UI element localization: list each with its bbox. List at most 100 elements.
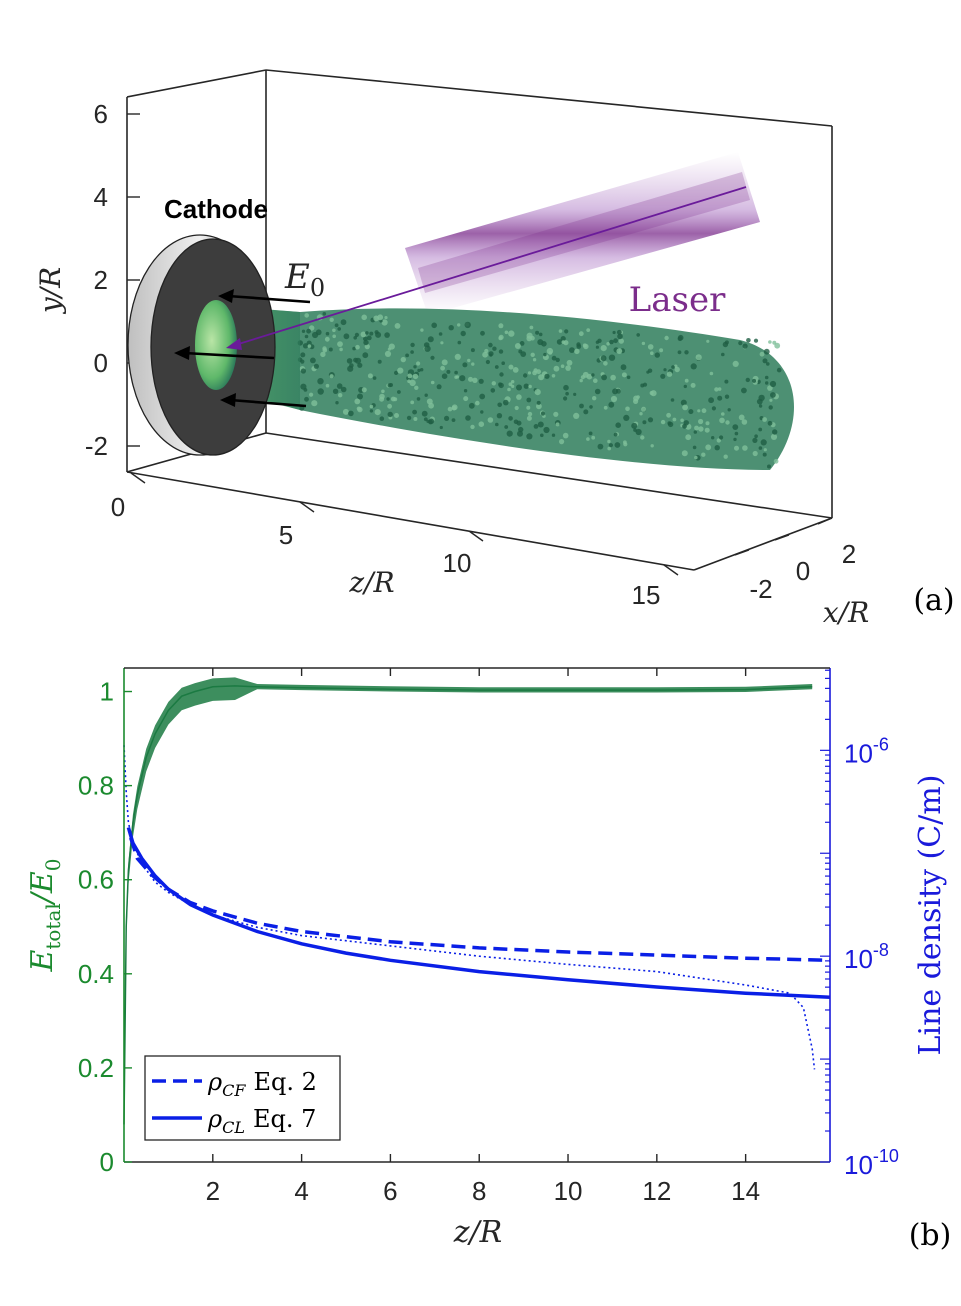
emission-spot — [195, 300, 237, 390]
beam-particle — [369, 409, 374, 413]
beam-particle — [499, 372, 504, 377]
z-tick-label: 0 — [111, 492, 125, 522]
beam-particle — [612, 330, 616, 335]
beam-particle — [353, 357, 358, 363]
beam-particle — [373, 315, 380, 322]
beam-particle — [498, 382, 503, 387]
beam-particle — [420, 328, 424, 332]
beam-particle — [565, 391, 569, 396]
beam-particle — [591, 373, 595, 377]
beam-particle — [488, 342, 493, 348]
beam-particle — [523, 383, 529, 389]
beam-particle — [586, 437, 590, 441]
beam-particle — [705, 444, 712, 451]
beam-particle — [428, 402, 434, 409]
beam-particle — [631, 422, 638, 429]
beam-particle — [503, 399, 509, 406]
beam-particle — [714, 387, 719, 392]
beam-particle — [682, 404, 688, 411]
beam-particle — [762, 358, 768, 364]
legend-box — [144, 1055, 341, 1141]
beam-particle — [394, 413, 399, 418]
beam-particle — [478, 421, 485, 428]
beam-particle — [583, 409, 589, 415]
beam-particle — [384, 316, 388, 320]
beam-particle — [626, 375, 631, 380]
beam-particle — [482, 351, 488, 358]
beam-particle — [529, 325, 534, 330]
beam-particle — [732, 424, 739, 430]
z-tick-label: 15 — [632, 580, 661, 610]
beam-particle — [694, 425, 699, 431]
beam-particle — [496, 413, 503, 419]
y-right-tick-label: 10-10 — [844, 1146, 899, 1180]
beam-particle — [338, 393, 343, 398]
beam-particle — [642, 420, 647, 425]
beam-particle — [753, 338, 759, 343]
beam-particle — [377, 359, 382, 364]
beam-particle — [317, 378, 324, 385]
beam-particle — [362, 352, 369, 359]
beam-particle — [406, 415, 412, 421]
y-right-tick-label: 10-8 — [844, 940, 889, 974]
beam-particle — [746, 338, 751, 343]
beam-particle — [304, 313, 310, 318]
beam-particle — [650, 390, 657, 397]
beam-particle — [562, 432, 569, 439]
beam-particle — [535, 330, 540, 335]
field-arrows — [174, 289, 311, 408]
beam-particle — [609, 339, 614, 345]
beam-particle — [674, 366, 680, 373]
beam-particle — [560, 364, 565, 369]
beam-particle — [328, 347, 333, 352]
beam-particle — [504, 425, 509, 429]
beam-particle — [768, 340, 772, 344]
beam-particle — [608, 401, 615, 408]
beam-particle — [663, 368, 667, 372]
beam-particle — [616, 329, 622, 335]
beam-particle — [711, 436, 715, 440]
beam-particle — [719, 435, 724, 440]
beam-particle — [438, 332, 443, 336]
beam-particle — [384, 332, 390, 338]
beam-particle — [441, 373, 448, 380]
beam-particle — [492, 346, 497, 351]
beam-particle — [762, 452, 767, 457]
beam-particle — [694, 455, 698, 460]
beam-particle — [616, 348, 623, 354]
beam-particle — [357, 362, 363, 368]
beam-particle — [457, 340, 462, 345]
beam-particle — [770, 392, 776, 398]
beam-particle — [354, 398, 361, 405]
beam-particle — [660, 373, 666, 379]
simulated-density-line — [123, 745, 816, 1070]
beam-particle — [498, 349, 504, 354]
beam-particle — [417, 368, 421, 373]
beam-particle — [430, 355, 435, 360]
beam-particle — [357, 393, 363, 400]
z-axis-ticks-3d — [130, 472, 679, 576]
beam-particle — [416, 397, 421, 401]
beam-particle — [494, 365, 499, 369]
beam-particle — [633, 395, 639, 402]
beam-particle — [381, 389, 385, 394]
beam-particle — [641, 406, 647, 412]
beam-particle — [639, 412, 643, 416]
beam-particle — [617, 333, 623, 340]
beam-particle — [537, 421, 544, 428]
beam-particle — [579, 378, 583, 383]
beam-particle — [666, 371, 673, 377]
box-frame — [126, 69, 833, 571]
beam-particle — [381, 319, 388, 326]
x-tick-label: 8 — [472, 1176, 486, 1206]
beam-particle — [514, 405, 519, 411]
beam-particle — [460, 330, 466, 337]
beam-particle — [574, 348, 580, 355]
beam-particle — [394, 323, 401, 329]
beam-particle — [446, 369, 451, 374]
beam-particle — [569, 347, 575, 353]
beam-particle — [772, 429, 778, 435]
beam-particle — [332, 328, 336, 333]
beam-particle — [536, 400, 541, 405]
beam-particle — [727, 408, 731, 412]
